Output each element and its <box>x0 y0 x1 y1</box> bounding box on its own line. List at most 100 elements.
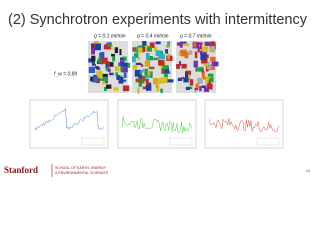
render-blob <box>161 67 165 74</box>
render-blob <box>147 46 152 52</box>
render-blob <box>105 63 108 69</box>
render-blob <box>178 51 182 57</box>
render-blob <box>91 60 95 65</box>
render-blob <box>91 47 95 55</box>
render-blob <box>204 41 211 46</box>
render-blob <box>194 87 199 91</box>
render-blob <box>93 41 99 44</box>
render-blob <box>149 66 155 70</box>
render-blob <box>139 70 142 75</box>
plot-frame <box>29 99 109 149</box>
render-blob <box>197 42 203 45</box>
render-blob <box>194 88 197 93</box>
render-blob <box>185 70 188 73</box>
render-blob <box>102 73 108 78</box>
render-blob <box>98 78 104 81</box>
render-blob <box>201 69 204 73</box>
render-blob <box>194 51 198 59</box>
render-blob <box>158 60 165 66</box>
plot-legend-box <box>169 137 193 146</box>
render-blob <box>146 56 153 61</box>
render-blob <box>114 47 119 54</box>
render-blob <box>210 41 215 47</box>
render-blob <box>203 63 209 67</box>
render-blob <box>208 66 215 71</box>
render-blob <box>137 87 140 94</box>
page: {"title": "(2) Synchrotron experiments w… <box>4 11 311 177</box>
render-blob <box>122 85 130 92</box>
render-blob <box>167 53 170 60</box>
render-blob <box>114 66 120 72</box>
render-blob <box>140 75 146 80</box>
render-blob <box>179 61 182 66</box>
render-blob <box>188 74 191 81</box>
render-blob <box>99 52 104 58</box>
render-blob <box>146 53 150 60</box>
render-blob <box>118 77 124 84</box>
plot-frame <box>204 99 284 149</box>
plot-line <box>208 118 280 133</box>
render-blob <box>210 46 215 53</box>
render-blob <box>167 41 170 47</box>
render-blob <box>206 54 209 59</box>
render-blob <box>147 70 151 76</box>
render-blob <box>197 77 203 84</box>
render-blob <box>140 64 144 67</box>
render-blob <box>106 84 112 89</box>
panel-label: q = 0.1 ml/min <box>94 33 126 39</box>
slide-title: (2) Synchrotron experiments with intermi… <box>8 12 308 28</box>
panel-label: q = 0.7 ml/min <box>180 33 212 39</box>
render-blob <box>113 87 119 91</box>
render-blob <box>142 86 148 90</box>
render-blob <box>157 78 164 84</box>
render-blob <box>177 77 183 81</box>
render-image <box>176 41 219 93</box>
render-blob <box>96 67 101 71</box>
render-blob <box>88 58 94 63</box>
render-blob <box>88 66 95 73</box>
render-blob <box>94 43 101 51</box>
render-blob <box>193 41 197 48</box>
render-blob <box>199 44 202 50</box>
render-blob <box>132 47 137 52</box>
plot-image <box>117 99 197 149</box>
render-blob <box>201 71 205 78</box>
render-blob <box>99 70 102 76</box>
render-blob <box>201 85 206 88</box>
render-blob <box>206 66 212 70</box>
render-blob <box>153 78 160 85</box>
render-blob <box>132 56 136 63</box>
render-blob <box>144 72 150 79</box>
render-blob <box>120 68 123 72</box>
fw-label: f_w = 0.89 <box>54 71 77 77</box>
render-blob <box>144 46 150 49</box>
render-blob <box>154 46 158 52</box>
footer-school: SCHOOL OF EARTH, ENERGY <box>55 166 107 170</box>
render-blob <box>211 61 219 67</box>
plot-line <box>121 116 193 134</box>
plot-image <box>204 99 284 149</box>
render-blob <box>181 63 187 69</box>
render-blob <box>199 86 202 92</box>
render-blob <box>195 67 202 72</box>
render-blob <box>166 45 170 48</box>
render-blob <box>102 80 106 85</box>
render-blob <box>158 54 165 60</box>
render-blob <box>202 76 206 80</box>
render-blob <box>134 69 141 77</box>
render-blob <box>209 77 214 83</box>
render-blob <box>111 53 115 57</box>
render-blob <box>181 77 185 80</box>
render-blob <box>157 41 161 45</box>
render-blob <box>120 67 128 73</box>
render-blob <box>155 41 158 45</box>
render-blob <box>109 62 114 67</box>
render-blob <box>120 57 124 61</box>
plot-image <box>29 99 109 149</box>
render-blob <box>156 85 160 92</box>
render-blob <box>200 54 207 61</box>
render-blob <box>91 55 96 62</box>
render-blob <box>100 57 108 64</box>
footer-brand: Stanford <box>4 165 38 175</box>
render-blob <box>145 79 149 85</box>
